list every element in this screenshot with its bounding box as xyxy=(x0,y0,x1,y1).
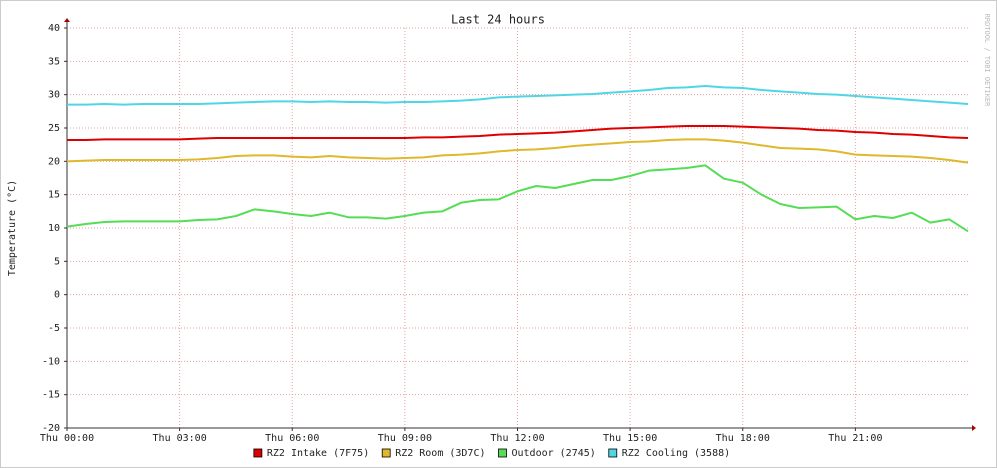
x-tick-label: Thu 15:00 xyxy=(603,433,657,444)
legend-label: Outdoor (2745) xyxy=(512,448,596,459)
x-tick-label: Thu 00:00 xyxy=(40,433,94,444)
y-tick-label: 0 xyxy=(54,290,60,301)
y-tick-label: 35 xyxy=(48,56,60,67)
y-tick-label: -20 xyxy=(42,423,60,434)
legend-label: RZ2 Intake (7F75) xyxy=(267,448,369,459)
y-tick-label: 10 xyxy=(48,223,60,234)
y-tick-label: 40 xyxy=(48,23,60,34)
y-tick-label: 30 xyxy=(48,90,60,101)
series-line xyxy=(66,164,969,233)
axis-arrow xyxy=(972,425,976,431)
legend-swatch xyxy=(498,448,507,458)
x-tick-label: Thu 18:00 xyxy=(716,433,770,444)
y-axis-label: Temperature (°C) xyxy=(7,180,18,276)
y-tick-label: 20 xyxy=(48,156,60,167)
side-text: RRDTOOL / TOBI OETIKER xyxy=(983,14,991,108)
y-tick-label: 5 xyxy=(54,256,60,267)
series-line xyxy=(66,138,969,164)
legend-swatch xyxy=(608,448,618,458)
x-tick-label: Thu 03:00 xyxy=(153,433,207,444)
legend-swatch xyxy=(381,448,391,458)
x-tick-label: Thu 09:00 xyxy=(378,433,432,444)
legend-label: RZ2 Room (3D7C) xyxy=(395,448,485,459)
chart-title: Last 24 hours xyxy=(451,13,545,27)
legend-label: RZ2 Cooling (3588) xyxy=(622,448,730,459)
legend-swatch xyxy=(253,448,263,458)
y-tick-label: 25 xyxy=(48,123,60,134)
x-tick-label: Thu 12:00 xyxy=(490,433,544,444)
y-tick-label: -5 xyxy=(48,323,60,334)
y-tick-label: 15 xyxy=(48,190,60,201)
x-tick-label: Thu 06:00 xyxy=(265,433,319,444)
x-tick-label: Thu 21:00 xyxy=(828,433,882,444)
y-tick-label: -10 xyxy=(42,356,60,367)
series-line xyxy=(67,85,969,106)
axis-arrow xyxy=(64,18,70,22)
series-line xyxy=(67,125,969,141)
y-tick-label: -15 xyxy=(42,390,60,401)
